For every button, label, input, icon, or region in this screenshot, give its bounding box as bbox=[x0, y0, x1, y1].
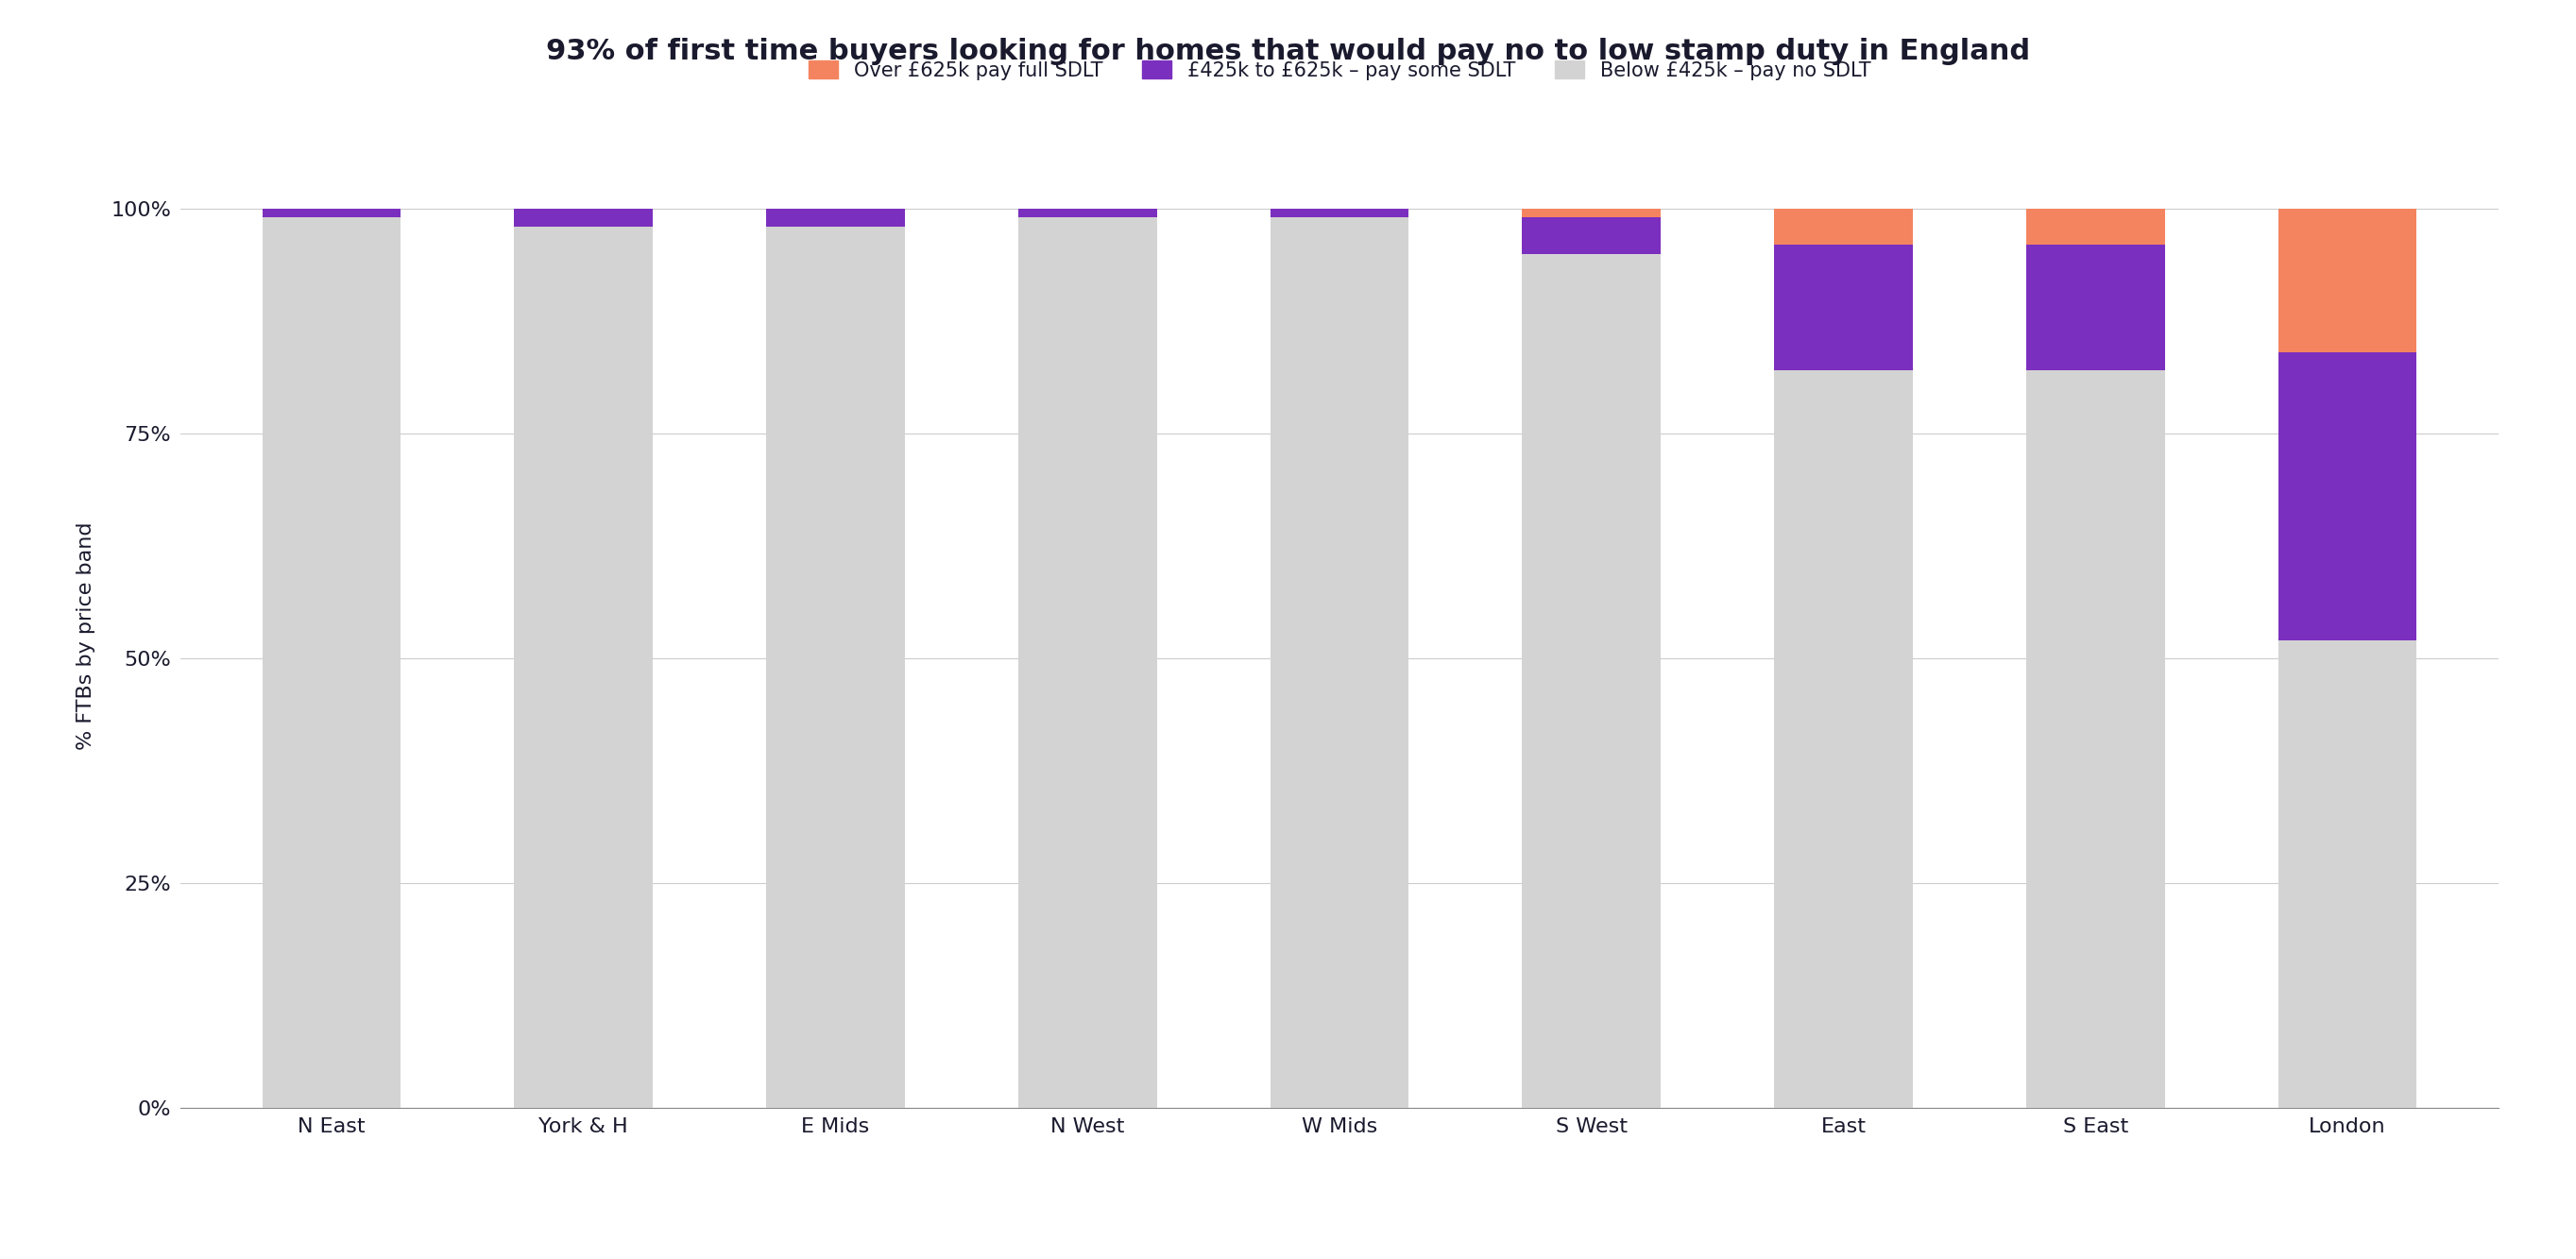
Bar bbox=[2027, 370, 2164, 1108]
Bar bbox=[765, 209, 904, 227]
Bar bbox=[263, 209, 402, 218]
Bar bbox=[2027, 209, 2164, 244]
Bar bbox=[1522, 209, 1662, 218]
Bar bbox=[2277, 353, 2416, 641]
Bar bbox=[1018, 209, 1157, 218]
Bar bbox=[2277, 209, 2416, 353]
Bar bbox=[1522, 253, 1662, 1108]
Bar bbox=[515, 209, 652, 227]
Text: 93% of first time buyers looking for homes that would pay no to low stamp duty i: 93% of first time buyers looking for hom… bbox=[546, 38, 2030, 65]
Bar bbox=[1270, 218, 1409, 1108]
Bar bbox=[263, 218, 402, 1108]
Bar bbox=[1775, 209, 1914, 244]
Text: Source:  Zoopla Research analysis of FTB enquiries 6 months to Feb 2024: Source: Zoopla Research analysis of FTB … bbox=[31, 1229, 711, 1246]
Bar bbox=[1270, 209, 1409, 218]
Bar bbox=[765, 227, 904, 1108]
Bar bbox=[1018, 218, 1157, 1108]
Bar bbox=[2027, 244, 2164, 370]
Bar bbox=[1775, 370, 1914, 1108]
Bar bbox=[1775, 244, 1914, 370]
Y-axis label: % FTBs by price band: % FTBs by price band bbox=[77, 521, 95, 750]
Bar bbox=[515, 227, 652, 1108]
Bar bbox=[2277, 641, 2416, 1108]
Legend: Over £625k pay full SDLT, £425k to £625k – pay some SDLT, Below £425k – pay no S: Over £625k pay full SDLT, £425k to £625k… bbox=[799, 50, 1880, 89]
Bar bbox=[1522, 218, 1662, 253]
